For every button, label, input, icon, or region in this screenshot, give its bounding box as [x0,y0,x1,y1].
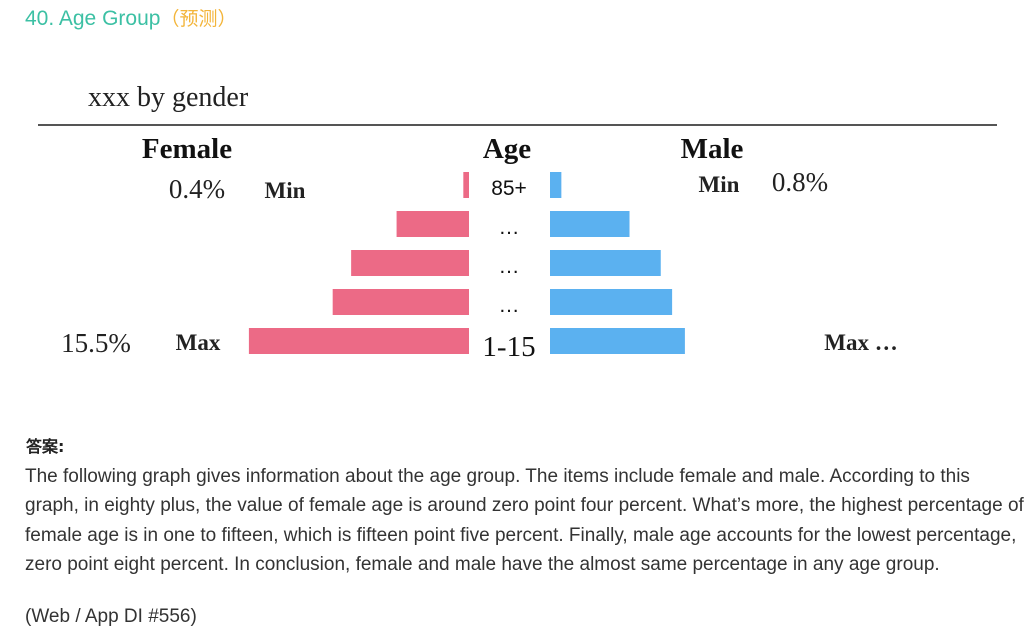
female-min-label: Min [265,178,306,203]
male-min-value: 0.8% [772,167,828,197]
male-min-label: Min [699,172,740,197]
question-title: 40. Age Group [25,7,161,30]
male-bar [550,172,562,198]
age-category-labels: 85+ … … … 1-15 [482,177,535,363]
title-divider [38,124,997,126]
population-pyramid-chart: Female Age Male 85+ … … … 1-15 0.4% Min 15.5… [61,133,898,363]
bars-group [248,172,685,354]
age-category-label: … [499,216,520,239]
prediction-tag: （预测） [160,8,237,30]
female-column-header: Female [142,133,232,165]
source-reference: (Web / App DI #556) [25,606,197,627]
age-category-label: … [499,255,520,278]
female-bar [396,211,469,237]
answer-label: 答案: [26,437,65,456]
age-category-label: … [499,294,520,317]
male-bar [550,211,630,237]
male-max-label: Max … [824,330,897,355]
male-column-header: Male [681,133,744,165]
age-category-label: 1-15 [482,331,535,363]
age-category-label: 85+ [491,177,527,200]
female-bar [351,250,469,276]
male-bar [550,250,661,276]
female-bar [248,328,469,354]
male-bar [550,289,673,315]
female-min-value: 0.4% [169,174,225,204]
female-max-value: 15.5% [61,328,131,358]
answer-text: The following graph gives information ab… [25,466,1024,575]
female-bar [332,289,469,315]
male-bar [550,328,685,354]
female-max-label: Max [176,330,221,355]
chart-title: xxx by gender [88,82,249,113]
question-heading: 40. Age Group（预测） [25,4,236,31]
female-bar [463,172,469,198]
age-column-header: Age [483,133,531,165]
